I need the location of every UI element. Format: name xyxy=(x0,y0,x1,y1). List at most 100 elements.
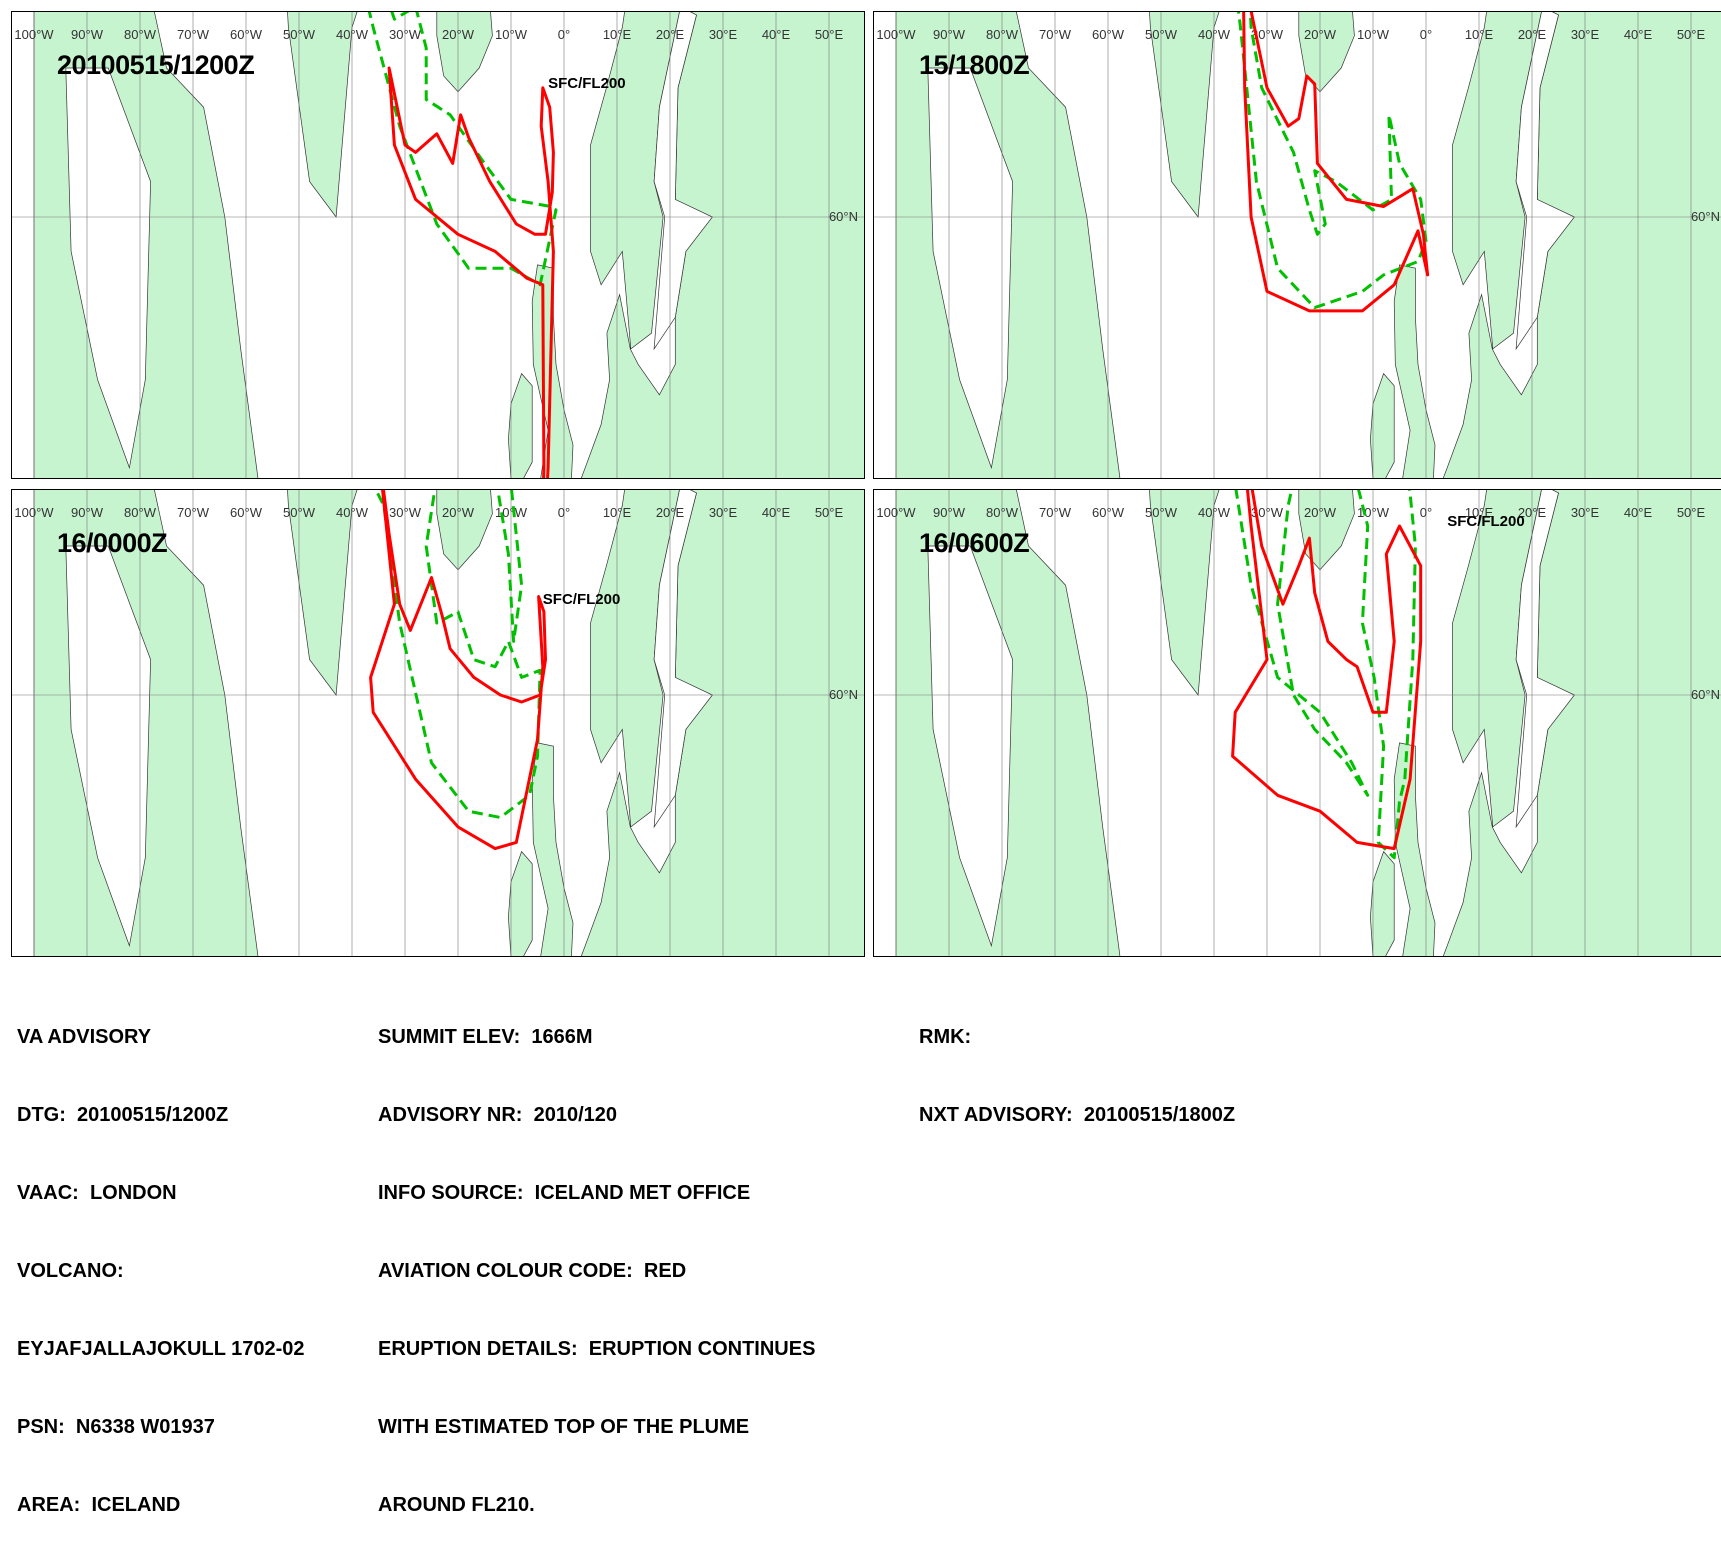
baltic-water xyxy=(1515,490,1575,829)
longitude-label: 50°E xyxy=(815,27,844,42)
longitude-label: 10°W xyxy=(1357,505,1390,520)
europe-land xyxy=(580,490,864,956)
advisory-line: PSN: N6338 W01937 xyxy=(17,1416,215,1438)
sfc-fl200-plume-outline xyxy=(1242,12,1430,313)
longitude-label: 30°E xyxy=(1571,27,1600,42)
sfc-fl200-plume-outline xyxy=(1231,490,1423,851)
fl200-fl350-plume-outline xyxy=(367,12,558,287)
advisory-line: DTG: 20100515/1200Z xyxy=(17,1104,229,1126)
longitude-label: 70°W xyxy=(1039,27,1072,42)
longitude-label: 40°W xyxy=(1198,27,1231,42)
longitude-label: 0° xyxy=(558,505,570,520)
greenland-land xyxy=(1149,490,1220,696)
longitude-label: 20°W xyxy=(442,27,475,42)
iceland-land xyxy=(1298,490,1355,571)
ireland-land xyxy=(508,372,533,478)
longitude-label: 30°E xyxy=(709,27,738,42)
advisory-line: AREA: ICELAND xyxy=(17,1494,181,1516)
longitude-label: 20°E xyxy=(656,27,685,42)
advisory-line: ADVISORY NR: 2010/120 xyxy=(378,1104,617,1126)
panel-title: 20100515/1200Z xyxy=(57,50,255,80)
longitude-label: 40°W xyxy=(336,27,369,42)
map-panel-4: 100°W 90°W 80°W 70°W 60°W 50°W 40°W 30°W 20°W 10°… xyxy=(873,489,1721,957)
advisory-line: AROUND FL210. xyxy=(378,1494,535,1516)
advisory-column-3: RMK: NXT ADVISORY: 20100515/1800Z xyxy=(919,972,1235,1154)
longitude-label: 60°W xyxy=(1092,27,1125,42)
longitude-label: 30°E xyxy=(709,505,738,520)
longitude-label: 70°W xyxy=(1039,505,1072,520)
longitude-label: 20°E xyxy=(656,505,685,520)
flight-level-label: SFC/FL200 xyxy=(1447,513,1525,530)
panel-title: 16/0600Z xyxy=(919,528,1030,558)
sfc-fl200-plume-outline xyxy=(369,490,547,851)
longitude-label: 90°W xyxy=(933,505,966,520)
greenland-land xyxy=(1149,12,1220,218)
longitude-label: 10°E xyxy=(1465,505,1494,520)
longitude-label: 100°W xyxy=(14,27,54,42)
longitude-label: 100°W xyxy=(14,505,54,520)
longitude-label: 40°W xyxy=(336,505,369,520)
longitude-label: 40°E xyxy=(1624,505,1653,520)
longitude-label: 10°W xyxy=(495,505,528,520)
longitude-label: 40°E xyxy=(1624,27,1653,42)
longitude-label: 50°E xyxy=(1677,505,1706,520)
longitude-label: 30°W xyxy=(389,27,422,42)
longitude-label: 100°W xyxy=(876,505,916,520)
advisory-line: VAAC: LONDON xyxy=(17,1182,177,1204)
iceland-land xyxy=(436,490,493,571)
advisory-line: AVIATION COLOUR CODE: RED xyxy=(378,1260,687,1282)
longitude-label: 10°E xyxy=(1465,27,1494,42)
longitude-label: 0° xyxy=(558,27,570,42)
map-panel-3: 100°W 90°W 80°W 70°W 60°W 50°W 40°W 30°W 20°W 10°… xyxy=(11,489,865,957)
longitude-label: 80°W xyxy=(986,505,1019,520)
longitude-label: 50°W xyxy=(1145,505,1178,520)
longitude-label: 50°W xyxy=(1145,27,1178,42)
advisory-column-1: VA ADVISORY DTG: 20100515/1200Z VAAC: LO… xyxy=(17,972,305,1544)
longitude-label: 70°W xyxy=(177,505,210,520)
advisory-line: RMK: xyxy=(919,1026,972,1048)
latitude-label: 60°N xyxy=(1691,687,1720,702)
europe-land xyxy=(1442,12,1721,478)
longitude-label: 40°E xyxy=(762,27,791,42)
britain-land xyxy=(1393,742,1436,956)
iceland-land xyxy=(436,12,493,93)
ireland-land xyxy=(1370,850,1395,956)
advisory-line: SUMMIT ELEV: 1666M xyxy=(378,1026,593,1048)
advisory-column-2: SUMMIT ELEV: 1666M ADVISORY NR: 2010/120… xyxy=(378,972,815,1544)
advisory-line: ERUPTION DETAILS: ERUPTION CONTINUES xyxy=(378,1338,816,1360)
longitude-label: 60°W xyxy=(230,505,263,520)
longitude-label: 20°W xyxy=(1304,27,1337,42)
longitude-label: 10°W xyxy=(1357,27,1390,42)
longitude-label: 20°E xyxy=(1518,505,1547,520)
greenland-land xyxy=(287,490,358,696)
britain-land xyxy=(531,742,574,956)
longitude-label: 20°E xyxy=(1518,27,1547,42)
longitude-label: 60°W xyxy=(230,27,263,42)
longitude-label: 30°W xyxy=(1251,27,1284,42)
europe-land xyxy=(1442,490,1721,956)
longitude-label: 30°W xyxy=(1251,505,1284,520)
greenland-land xyxy=(287,12,358,218)
longitude-label: 30°W xyxy=(389,505,422,520)
map-canvas-2: 100°W 90°W 80°W 70°W 60°W 50°W 40°W 30°W 20°W 10°… xyxy=(874,12,1721,478)
sfc-fl200-plume-outline xyxy=(387,66,555,478)
longitude-label: 10°W xyxy=(495,27,528,42)
map-canvas-1: 100°W 90°W 80°W 70°W 60°W 50°W 40°W 30°W 20°W 10°… xyxy=(12,12,864,478)
longitude-label: 50°E xyxy=(815,505,844,520)
baltic-water xyxy=(1515,12,1575,351)
longitude-label: 20°W xyxy=(442,505,475,520)
fl200-fl350-plume-outline xyxy=(1237,12,1428,310)
map-canvas-3: 100°W 90°W 80°W 70°W 60°W 50°W 40°W 30°W 20°W 10°… xyxy=(12,490,864,956)
latitude-label: 60°N xyxy=(829,209,858,224)
longitude-label: 60°W xyxy=(1092,505,1125,520)
longitude-label: 10°E xyxy=(603,505,632,520)
flight-level-label: SFC/FL200 xyxy=(543,591,621,608)
panel-title: 16/0000Z xyxy=(57,528,168,558)
advisory-line: WITH ESTIMATED TOP OF THE PLUME xyxy=(378,1416,750,1438)
longitude-label: 80°W xyxy=(124,505,157,520)
advisory-line: INFO SOURCE: ICELAND MET OFFICE xyxy=(378,1182,751,1204)
longitude-label: 70°W xyxy=(177,27,210,42)
britain-land xyxy=(1393,264,1436,478)
map-canvas-4: 100°W 90°W 80°W 70°W 60°W 50°W 40°W 30°W 20°W 10°… xyxy=(874,490,1721,956)
map-panel-2: 100°W 90°W 80°W 70°W 60°W 50°W 40°W 30°W 20°W 10°… xyxy=(873,11,1721,479)
